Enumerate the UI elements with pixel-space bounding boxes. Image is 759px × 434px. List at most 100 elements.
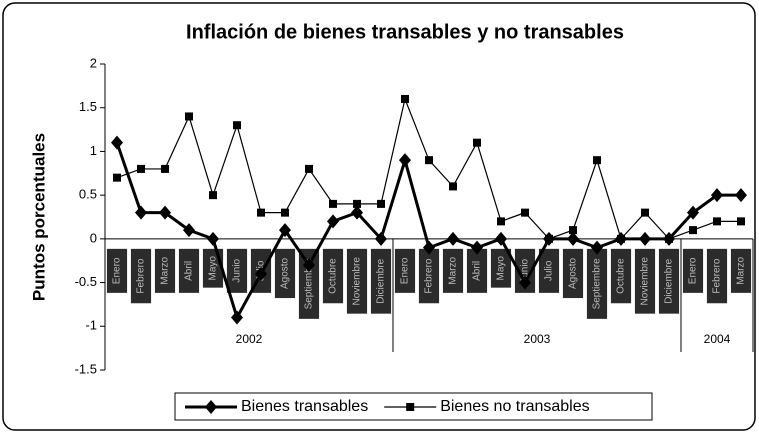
square-marker [401, 94, 409, 103]
square-marker [161, 164, 169, 173]
x-tick-label: Marzo [736, 257, 747, 285]
square-marker [521, 208, 529, 217]
diamond-marker [207, 231, 219, 246]
category-box [706, 248, 728, 304]
x-tick-label: Agosto [568, 257, 579, 289]
y-tick-label: 0 [90, 230, 97, 245]
category-box [442, 248, 464, 293]
x-tick-label: Marzo [448, 257, 459, 285]
x-tick-label: Agosto [280, 257, 291, 289]
diamond-marker [231, 310, 243, 325]
category-box [298, 248, 320, 319]
x-tick-label: Mayo [496, 256, 507, 281]
diamond-marker [327, 214, 339, 229]
x-tick-label: Julio [544, 260, 555, 281]
square-marker [281, 208, 289, 217]
square-marker [329, 199, 337, 208]
category-box [394, 248, 416, 293]
square-marker [569, 226, 577, 235]
square-marker [353, 199, 361, 208]
y-tick-label: 1.5 [79, 99, 97, 114]
diamond-marker [687, 205, 699, 220]
x-tick-label: Febrero [136, 258, 147, 293]
x-tick-label: Enero [400, 257, 411, 284]
category-box [322, 248, 344, 304]
square-marker [185, 112, 193, 121]
category-box [586, 248, 608, 319]
diamond-marker [159, 205, 171, 220]
category-box [730, 248, 752, 293]
square-marker [209, 191, 217, 200]
square-marker [113, 173, 121, 182]
square-marker [737, 217, 745, 226]
y-tick-label: 0.5 [79, 187, 97, 202]
diamond-marker [471, 240, 483, 255]
group-label: 2004 [704, 332, 731, 346]
x-tick-label: Enero [688, 257, 699, 284]
diamond-marker [111, 135, 123, 150]
group-label: 2002 [236, 332, 263, 346]
square-marker [617, 234, 625, 243]
diamond-marker [375, 231, 387, 246]
category-box [610, 248, 632, 304]
diamond-marker [399, 153, 411, 168]
x-tick-label: Junio [520, 258, 531, 282]
diamond-marker [351, 205, 363, 220]
diamond-marker [495, 231, 507, 246]
category-box [226, 248, 248, 293]
square-marker [233, 121, 241, 130]
square-marker [473, 138, 481, 147]
x-tick-label: Febrero [712, 258, 723, 293]
diamond-marker [591, 240, 603, 255]
category-box [130, 248, 152, 304]
x-tick-label: Febrero [424, 258, 435, 293]
category-box [538, 248, 560, 293]
square-marker [665, 234, 673, 243]
square-marker [641, 208, 649, 217]
square-marker [425, 156, 433, 165]
diamond-marker [183, 223, 195, 238]
diamond-marker [567, 231, 579, 246]
square-marker [497, 217, 505, 226]
category-box [154, 248, 176, 293]
legend-label: Bienes transables [241, 398, 368, 415]
diamond-marker [735, 188, 747, 203]
category-box [370, 248, 392, 314]
y-axis-label: Puntos porcentuales [29, 133, 48, 301]
chart-title: Inflación de bienes transables y no tran… [186, 21, 624, 43]
legend-marker [406, 403, 415, 411]
category-box [274, 248, 296, 299]
diamond-marker [639, 231, 651, 246]
x-tick-label: Diciembre [376, 258, 387, 303]
x-tick-label: Noviembre [352, 257, 363, 306]
category-box [106, 248, 128, 293]
x-tick-label: Marzo [160, 257, 171, 285]
group-label: 2003 [524, 332, 551, 346]
diamond-marker [447, 231, 459, 246]
x-tick-label: Octubre [616, 258, 627, 294]
diamond-marker [255, 266, 267, 281]
y-tick-label: -1 [85, 318, 97, 333]
x-tick-label: Septiembre [304, 258, 315, 310]
y-tick-label: 1 [90, 143, 97, 158]
square-marker [545, 234, 553, 243]
legend-marker [205, 400, 217, 414]
y-tick-label: -1.5 [75, 361, 97, 376]
x-tick-label: Junio [232, 258, 243, 282]
x-tick-label: Septiembre [592, 258, 603, 310]
category-box [178, 248, 200, 293]
square-marker [137, 164, 145, 173]
diamond-marker [711, 188, 723, 203]
diamond-marker [279, 223, 291, 238]
square-marker [593, 156, 601, 165]
category-box [682, 248, 704, 293]
square-marker [305, 164, 313, 173]
category-box [658, 248, 680, 314]
y-tick-label: -0.5 [75, 274, 97, 289]
square-marker [689, 226, 697, 235]
diamond-marker [135, 205, 147, 220]
x-tick-label: Mayo [208, 256, 219, 281]
x-tick-label: Enero [112, 257, 123, 284]
